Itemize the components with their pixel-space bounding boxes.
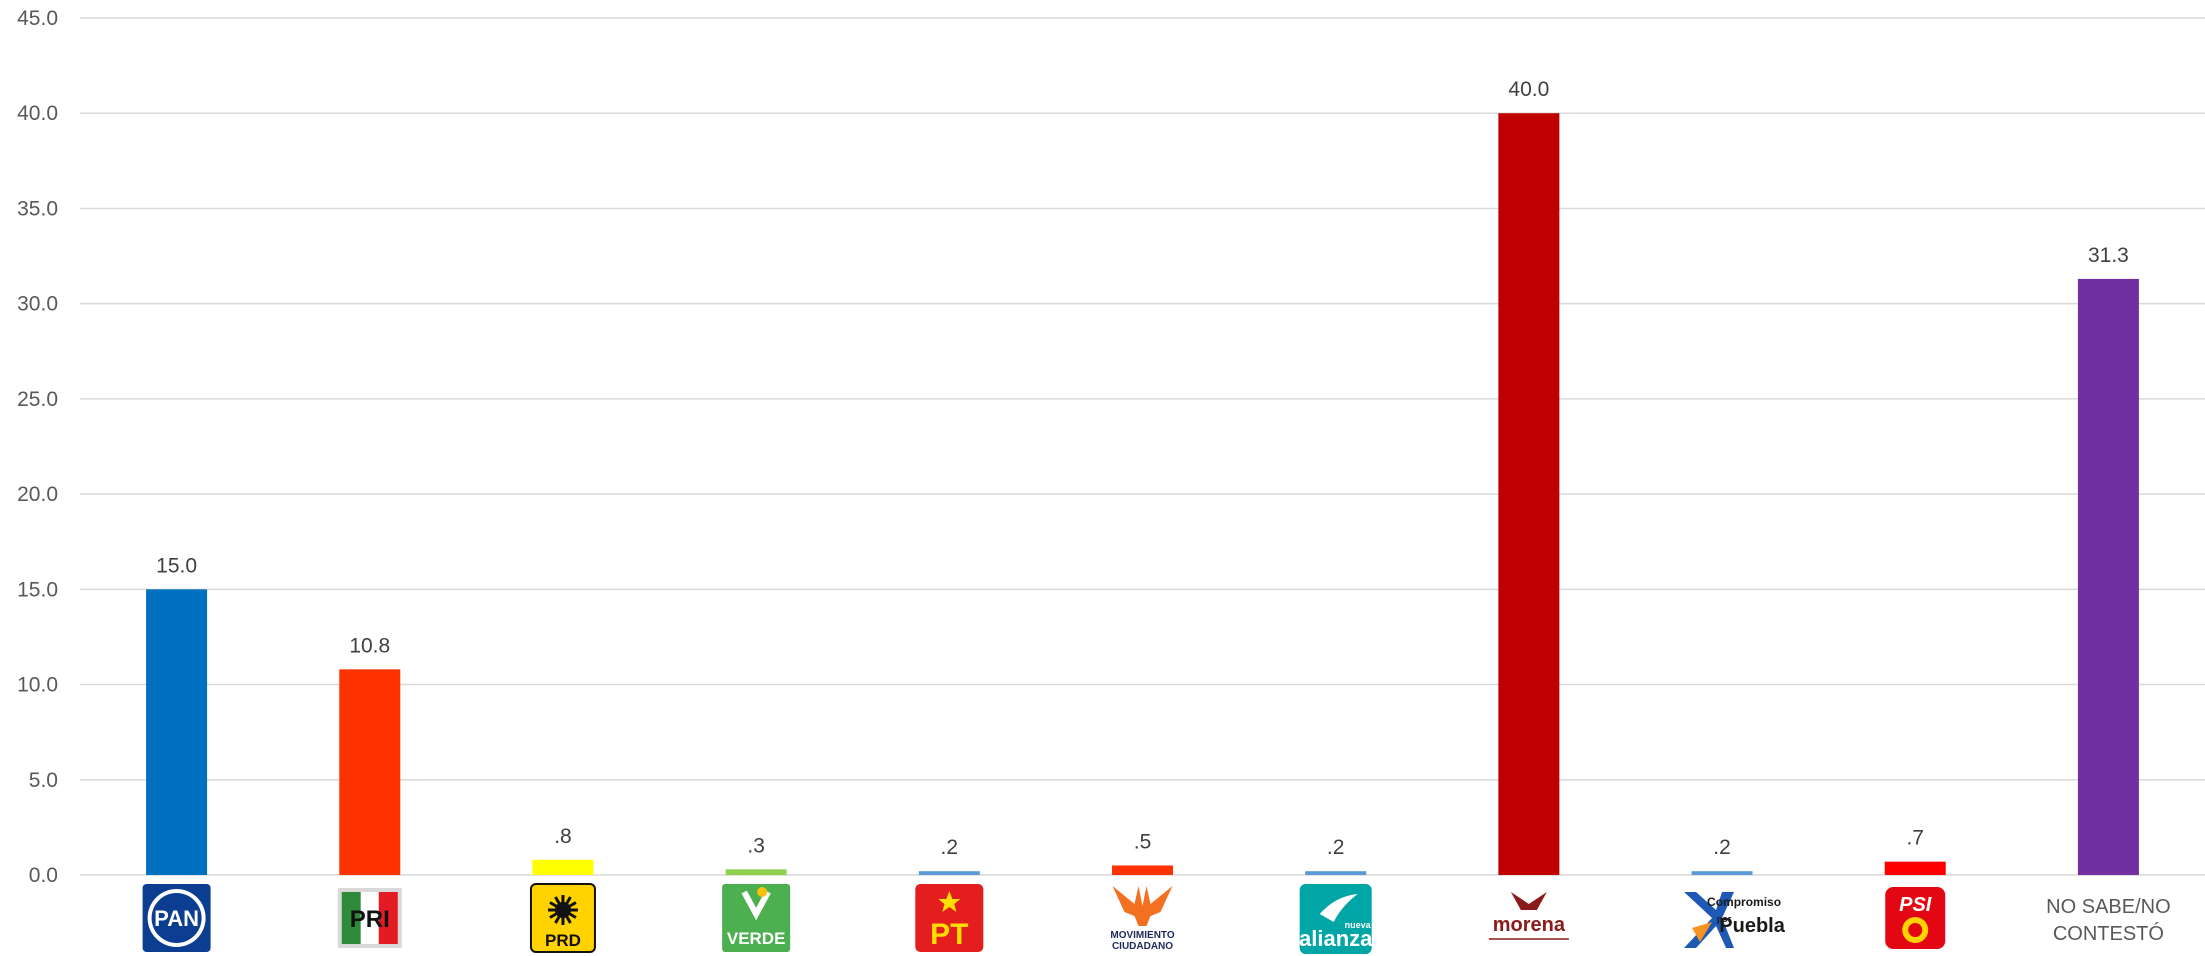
pri-logo: PRI bbox=[337, 888, 402, 948]
verde-logo-toucan bbox=[757, 887, 768, 897]
compromiso-por-puebla-text-3: Puebla bbox=[1719, 915, 1785, 937]
pri-logo-green bbox=[341, 892, 361, 944]
bar bbox=[918, 871, 980, 875]
pan-logo: PAN bbox=[142, 884, 211, 952]
pt-logo-text: PT bbox=[930, 918, 968, 951]
data-label: .2 bbox=[1327, 836, 1345, 859]
y-tick-label: 25.0 bbox=[17, 388, 58, 411]
movimiento-ciudadano-text-1: MOVIMIENTO bbox=[1110, 930, 1174, 941]
bar bbox=[1691, 871, 1753, 875]
y-tick-label: 35.0 bbox=[17, 197, 58, 220]
compromiso-por-puebla-x-orange bbox=[1692, 922, 1713, 942]
y-tick-label: 40.0 bbox=[17, 102, 58, 125]
bar bbox=[1305, 871, 1367, 875]
psi-logo: PSI bbox=[1885, 887, 1946, 949]
bar bbox=[146, 589, 208, 875]
verde-logo: VERDE bbox=[722, 884, 791, 952]
bar bbox=[1112, 865, 1173, 875]
nueva-alianza-text-small: nueva bbox=[1345, 920, 1372, 930]
data-label: 15.0 bbox=[156, 554, 197, 577]
data-label: .2 bbox=[941, 836, 959, 859]
morena-logo-text: morena bbox=[1493, 914, 1566, 936]
bar bbox=[532, 859, 594, 875]
category-label: NO SABE/NO CONTESTÓ bbox=[2046, 896, 2170, 945]
data-label: .3 bbox=[747, 834, 765, 857]
y-tick-label: 15.0 bbox=[17, 578, 58, 601]
morena-logo: morena bbox=[1488, 892, 1569, 940]
nueva-alianza-text: alianza bbox=[1299, 926, 1373, 951]
verde-logo-v bbox=[741, 890, 771, 921]
data-label: 31.3 bbox=[2088, 244, 2129, 267]
pt-logo-star bbox=[938, 891, 961, 912]
verde-logo-text: VERDE bbox=[727, 929, 786, 948]
y-tick-label: 45.0 bbox=[17, 7, 58, 30]
bar bbox=[725, 869, 787, 875]
movimiento-ciudadano-eagle bbox=[1112, 886, 1173, 926]
data-label: .7 bbox=[1906, 827, 1924, 850]
nueva-alianza-square bbox=[1299, 884, 1372, 954]
pri-logo-text: PRI bbox=[350, 906, 390, 933]
psi-logo-text: PSI bbox=[1899, 894, 1932, 916]
data-labels: 15.0 10.8 .8 .3 .2 .5 .2 40.0 .2 .7 31.3 bbox=[156, 78, 2129, 859]
compromiso-por-puebla-text-2: por bbox=[1717, 914, 1732, 924]
pt-logo: PT bbox=[915, 884, 984, 952]
prd-logo-text: PRD bbox=[545, 931, 581, 950]
prd-logo: PRD bbox=[529, 883, 596, 953]
y-tick-label: 5.0 bbox=[29, 769, 58, 792]
pan-logo-disc bbox=[151, 893, 202, 943]
category-label-line-2: CONTESTÓ bbox=[2053, 922, 2164, 945]
pt-logo-square bbox=[915, 884, 984, 952]
prd-logo-sun bbox=[554, 902, 571, 918]
bar bbox=[2077, 278, 2139, 875]
gridlines bbox=[80, 17, 2205, 876]
bars bbox=[146, 113, 2139, 875]
data-label: .5 bbox=[1134, 830, 1152, 853]
bar bbox=[1884, 861, 1946, 875]
data-label: .2 bbox=[1713, 836, 1731, 859]
category-label-line-1: NO SABE/NO bbox=[2046, 896, 2170, 918]
pan-logo-text: PAN bbox=[154, 906, 199, 931]
data-label: .8 bbox=[554, 825, 572, 848]
bar bbox=[339, 669, 401, 875]
y-tick-label: 10.0 bbox=[17, 674, 58, 697]
y-tick-label: 30.0 bbox=[17, 293, 58, 316]
data-label: 10.8 bbox=[349, 634, 390, 657]
morena-logo-emblem bbox=[1510, 892, 1547, 910]
compromiso-por-puebla-text-1: Compromiso bbox=[1707, 895, 1781, 909]
pri-logo-white bbox=[360, 892, 379, 944]
movimiento-ciudadano-text-2: CIUDADANO bbox=[1112, 941, 1173, 952]
nueva-alianza-swoosh bbox=[1319, 894, 1358, 922]
bar bbox=[1498, 113, 1560, 875]
compromiso-por-puebla-x-blue bbox=[1684, 892, 1735, 948]
psi-logo-swirl-inner bbox=[1908, 923, 1923, 937]
y-tick-label: 0.0 bbox=[29, 864, 58, 887]
data-label: 40.0 bbox=[1508, 78, 1549, 101]
pri-logo-red bbox=[378, 892, 398, 944]
y-axis-tick-labels: 0.0 5.0 10.0 15.0 20.0 25.0 30.0 35.0 40.0 45.0 bbox=[17, 7, 58, 887]
y-tick-label: 20.0 bbox=[17, 483, 58, 506]
